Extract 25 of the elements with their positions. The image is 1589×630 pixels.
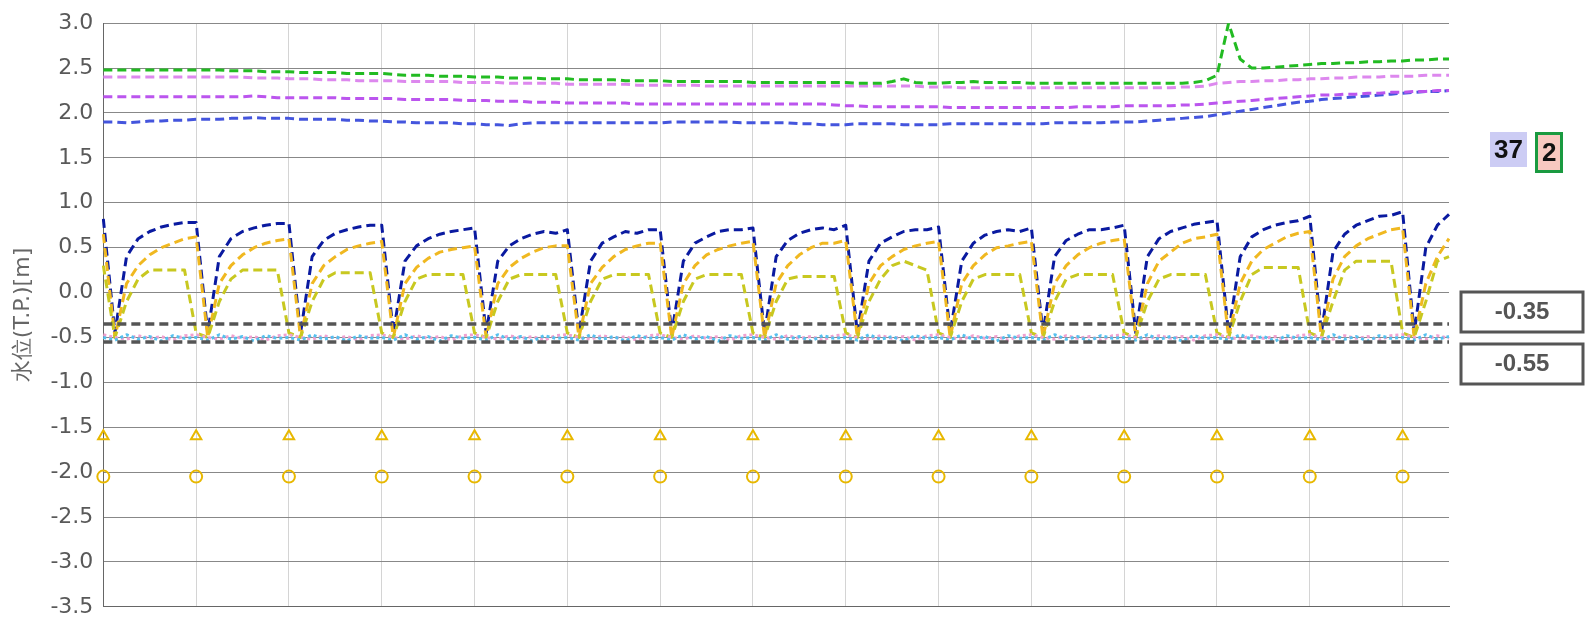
text: 37 xyxy=(1490,132,1527,167)
line-series xyxy=(101,73,1451,90)
ref-line-label: -0.35 xyxy=(1494,296,1550,324)
y-tick-label: 3.0 xyxy=(58,8,94,34)
y-tick-label: -3.5 xyxy=(50,592,94,618)
y-tick-label: -1.0 xyxy=(50,368,94,394)
y-tick-label: 0.5 xyxy=(58,233,94,259)
y-tick-label: -0.5 xyxy=(50,323,94,349)
y-tick-label: 1.5 xyxy=(58,143,94,169)
line-series xyxy=(101,255,1451,339)
y-tick-label: -2.0 xyxy=(50,457,94,483)
y-tick-label: 1.0 xyxy=(58,188,94,214)
text: 2 xyxy=(1535,132,1564,173)
y-axis-title: 水位(T.P.)[m] xyxy=(8,247,34,383)
y-tick-label: -1.5 xyxy=(50,412,94,438)
y-tick-label: 2.5 xyxy=(58,53,94,79)
y-tick-label: 2.0 xyxy=(58,98,94,124)
ref-line-label: -0.55 xyxy=(1494,348,1550,376)
line-series xyxy=(101,226,1451,339)
line-series xyxy=(101,23,1451,85)
y-tick-label: -2.5 xyxy=(50,502,94,528)
line-series xyxy=(101,210,1451,335)
y-tick-label: -3.0 xyxy=(50,547,94,573)
line-series xyxy=(101,89,1451,110)
y-tick-label: 0.0 xyxy=(58,278,94,304)
